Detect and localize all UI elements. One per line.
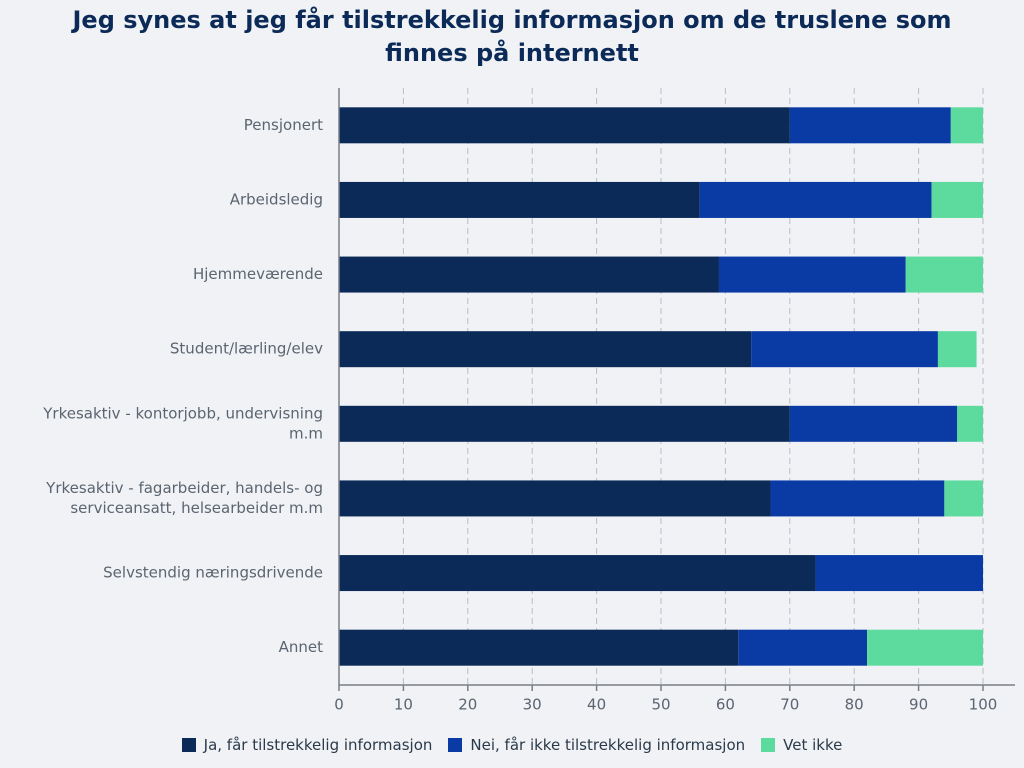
category-label: Yrkesaktiv - fagarbeider, handels- og [45,479,323,497]
bar-segment [339,405,790,442]
category-label: Selvstendig næringsdrivende [103,564,323,582]
bar-segment [905,256,983,293]
legend-label: Nei, får ikke tilstrekkelig informasjon [470,736,746,754]
category-label: Yrkesaktiv - kontorjobb, undervisning [42,404,323,422]
x-tick-label: 80 [845,696,864,714]
x-tick-label: 60 [716,696,735,714]
category-label: m.m [289,424,323,442]
legend-swatch [448,738,463,752]
x-tick-label: 10 [394,696,413,714]
bar-segment [339,629,739,666]
chart-legend: Ja, får tilstrekkelig informasjon Nei, få… [0,736,1024,754]
bar-segment [339,256,719,293]
chart-title: Jeg synes at jeg får tilstrekkelig infor… [0,4,1024,70]
bar-segment [699,181,932,218]
category-label: serviceansatt, helsearbeider m.m [70,499,323,517]
category-label: Hjemmeværende [193,265,323,283]
bar-segment [944,480,983,517]
bar-segment [718,256,906,293]
bar-segment [770,480,945,517]
bar-segment [931,181,983,218]
legend-swatch [181,738,196,752]
bar-segment [751,331,938,368]
bar-segment [339,181,700,218]
category-label: Student/lærling/elev [170,340,323,358]
bar-segment [339,480,771,517]
chart-title-line-2: finnes på internett [385,39,639,67]
legend-label: Ja, får tilstrekkelig informasjon [203,736,433,754]
legend-item: Ja, får tilstrekkelig informasjon [181,736,433,754]
category-label: Arbeidsledig [230,190,323,208]
bar-segment [789,405,958,442]
x-tick-label: 90 [909,696,928,714]
bar-segment [815,555,983,592]
bar-segment [957,405,983,442]
x-tick-label: 70 [780,696,799,714]
legend-item: Nei, får ikke tilstrekkelig informasjon [448,736,745,754]
category-label: Annet [279,638,324,656]
x-tick-label: 50 [651,696,670,714]
bar-segment [867,629,983,666]
bar-segment [738,629,868,666]
legend-swatch [761,738,776,752]
x-tick-label: 0 [334,696,344,714]
bar-segment [339,107,790,144]
bar-segment [339,331,752,368]
x-tick-label: 100 [969,696,998,714]
bar-segment [950,107,983,144]
category-label: Pensjonert [244,116,323,134]
x-tick-label: 20 [458,696,477,714]
bar-segment [937,331,977,368]
bar-segment [339,555,816,592]
x-tick-label: 40 [587,696,606,714]
bar-segment [789,107,951,144]
chart-title-line-1: Jeg synes at jeg får tilstrekkelig infor… [72,6,952,34]
legend-label: Vet ikke [783,736,843,754]
legend-item: Vet ikke [761,736,842,754]
x-tick-label: 30 [523,696,542,714]
